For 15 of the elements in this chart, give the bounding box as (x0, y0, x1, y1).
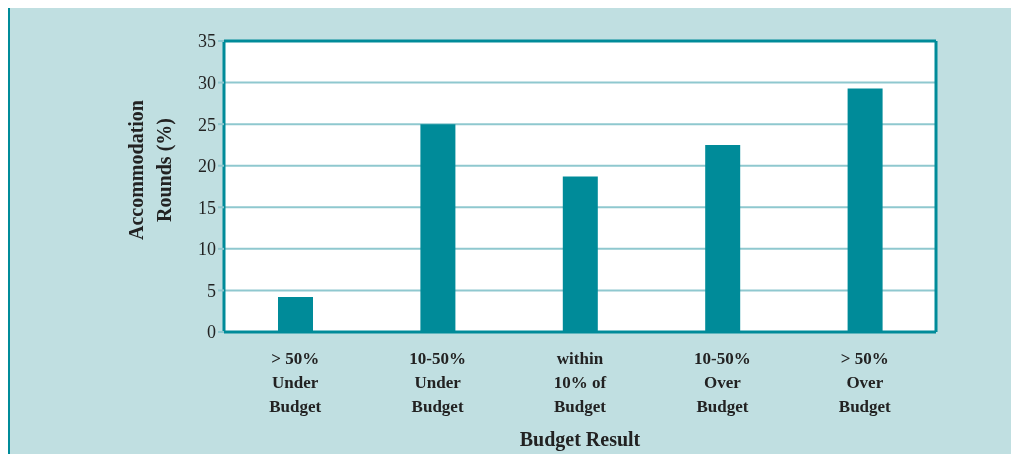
y-tick-label: 10 (198, 239, 216, 260)
y-tick-label: 25 (198, 114, 216, 135)
y-axis-title: Accommodation Rounds (%) (124, 100, 177, 240)
y-tick-label: 30 (198, 72, 216, 93)
y-tick-label: 35 (198, 31, 216, 52)
x-tick-label: > 50% Under Budget (269, 349, 322, 416)
y-tick-label: 20 (198, 156, 216, 177)
x-axis-title: Budget Result (519, 428, 641, 451)
y-tick-label: 0 (207, 322, 216, 343)
x-tick-label: within 10% of Budget (553, 349, 607, 416)
x-tick-label: > 50% Over Budget (838, 349, 892, 416)
y-tick-label: 5 (207, 280, 216, 301)
x-tick-label: 10-50% Under Budget (409, 349, 466, 416)
y-tick-label: 15 (198, 197, 216, 218)
x-tick-label: 10-50% Over Budget (694, 349, 751, 416)
